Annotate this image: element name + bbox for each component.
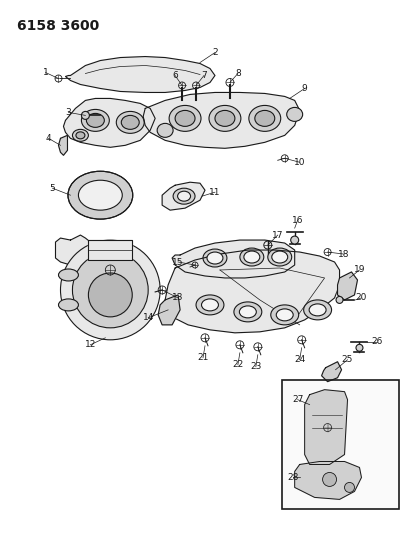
Polygon shape xyxy=(295,462,361,499)
Circle shape xyxy=(291,236,299,244)
Circle shape xyxy=(89,273,132,317)
Polygon shape xyxy=(158,295,180,325)
Text: 10: 10 xyxy=(294,158,306,167)
Ellipse shape xyxy=(249,106,281,131)
Ellipse shape xyxy=(121,116,139,130)
Text: 3: 3 xyxy=(66,108,71,117)
Ellipse shape xyxy=(209,106,241,131)
Text: 18: 18 xyxy=(338,249,349,259)
Circle shape xyxy=(336,296,343,303)
Ellipse shape xyxy=(244,251,260,263)
Polygon shape xyxy=(162,182,205,210)
Ellipse shape xyxy=(73,130,89,141)
Circle shape xyxy=(73,252,148,328)
Polygon shape xyxy=(337,272,357,300)
Ellipse shape xyxy=(255,110,275,126)
Ellipse shape xyxy=(272,251,288,263)
Ellipse shape xyxy=(76,132,85,139)
Ellipse shape xyxy=(86,114,104,127)
Text: 2: 2 xyxy=(212,48,218,57)
Text: 21: 21 xyxy=(197,353,208,362)
Text: 8: 8 xyxy=(235,69,241,78)
Text: 14: 14 xyxy=(142,313,154,322)
Ellipse shape xyxy=(116,111,144,133)
Text: 24: 24 xyxy=(294,356,305,364)
Text: 28: 28 xyxy=(287,473,298,482)
Text: 20: 20 xyxy=(356,294,367,302)
Polygon shape xyxy=(143,92,299,148)
Ellipse shape xyxy=(207,252,223,264)
Text: 1: 1 xyxy=(43,68,49,77)
Ellipse shape xyxy=(157,123,173,138)
Text: 4: 4 xyxy=(46,134,51,143)
Circle shape xyxy=(60,240,160,340)
Text: 7: 7 xyxy=(201,71,207,80)
Ellipse shape xyxy=(276,309,293,321)
Text: 19: 19 xyxy=(354,265,365,274)
Polygon shape xyxy=(172,240,295,278)
Ellipse shape xyxy=(68,171,133,219)
Ellipse shape xyxy=(215,110,235,126)
Polygon shape xyxy=(322,362,341,382)
Ellipse shape xyxy=(304,300,332,320)
Polygon shape xyxy=(64,99,155,147)
Text: 26: 26 xyxy=(372,337,383,346)
Ellipse shape xyxy=(203,249,227,267)
Ellipse shape xyxy=(173,188,195,204)
Ellipse shape xyxy=(239,306,256,318)
Ellipse shape xyxy=(240,248,264,266)
Text: 13: 13 xyxy=(172,294,184,302)
Circle shape xyxy=(323,472,337,487)
Ellipse shape xyxy=(169,106,201,131)
Circle shape xyxy=(344,482,355,492)
Text: 12: 12 xyxy=(85,340,96,349)
Text: 23: 23 xyxy=(250,362,262,372)
Ellipse shape xyxy=(287,108,303,122)
Text: 9: 9 xyxy=(302,84,308,93)
Polygon shape xyxy=(89,240,132,260)
Text: 27: 27 xyxy=(292,395,304,404)
Text: 16: 16 xyxy=(292,216,304,224)
Ellipse shape xyxy=(196,295,224,315)
Text: 6158 3600: 6158 3600 xyxy=(17,19,99,33)
Polygon shape xyxy=(55,235,91,265)
Ellipse shape xyxy=(58,269,78,281)
Bar xyxy=(282,379,399,510)
Polygon shape xyxy=(305,390,348,464)
Polygon shape xyxy=(58,135,67,155)
Ellipse shape xyxy=(268,248,292,266)
Text: 11: 11 xyxy=(209,188,221,197)
Text: 15: 15 xyxy=(172,257,184,266)
Polygon shape xyxy=(165,250,339,333)
Ellipse shape xyxy=(177,191,191,201)
Text: 5: 5 xyxy=(50,184,55,193)
Ellipse shape xyxy=(309,304,326,316)
Text: 17: 17 xyxy=(272,231,284,239)
Ellipse shape xyxy=(58,299,78,311)
Text: 22: 22 xyxy=(232,360,244,369)
Ellipse shape xyxy=(82,109,109,131)
Text: 6: 6 xyxy=(172,71,178,80)
Ellipse shape xyxy=(234,302,262,322)
Circle shape xyxy=(82,111,89,119)
Circle shape xyxy=(356,344,363,351)
Text: 25: 25 xyxy=(342,356,353,364)
Ellipse shape xyxy=(202,299,218,311)
Polygon shape xyxy=(65,56,215,92)
Ellipse shape xyxy=(271,305,299,325)
Ellipse shape xyxy=(175,110,195,126)
Ellipse shape xyxy=(78,180,122,210)
